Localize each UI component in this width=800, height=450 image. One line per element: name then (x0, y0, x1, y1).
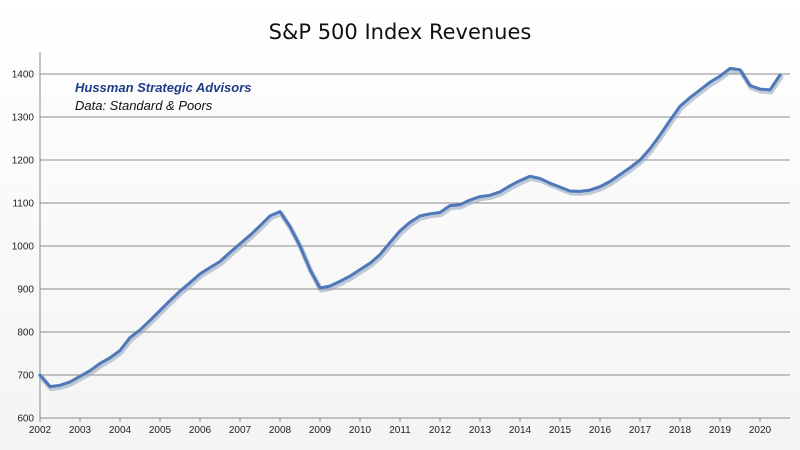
x-tick-label: 2020 (749, 425, 772, 436)
x-tick-label: 2002 (29, 425, 52, 436)
x-tick-label: 2011 (389, 425, 411, 436)
y-tick-label: 700 (17, 371, 34, 382)
series-group (38, 66, 784, 392)
x-tick-label: 2004 (109, 425, 132, 436)
y-tick-label: 600 (17, 414, 34, 425)
x-tick-label: 2014 (509, 425, 532, 436)
gridlines (40, 73, 790, 376)
x-tick-label: 2007 (229, 425, 252, 436)
y-tick-label: 1400 (12, 70, 35, 81)
x-tick-label: 2012 (429, 425, 452, 436)
x-tick-label: 2013 (469, 425, 492, 436)
y-tick-label: 1200 (12, 156, 35, 167)
chart-title: S&P 500 Index Revenues (269, 20, 532, 44)
x-tick-label: 2008 (269, 425, 292, 436)
annotation-source: Hussman Strategic Advisors (75, 80, 252, 95)
x-tick-label: 2018 (669, 425, 692, 436)
series-line-shadow (38, 67, 784, 392)
x-tick-label: 2017 (629, 425, 652, 436)
x-tick-label: 2019 (709, 425, 732, 436)
x-tick-label: 2009 (309, 425, 332, 436)
axes (39, 52, 790, 422)
y-tick-labels: 600 700 800 900 1000 1100 1200 1300 1400 (12, 70, 35, 425)
y-tick-label: 1000 (12, 242, 35, 253)
x-tick-label: 2015 (549, 425, 572, 436)
x-tick-label: 2005 (149, 425, 172, 436)
y-tick-label: 1100 (12, 199, 34, 210)
x-tick-label: 2006 (189, 425, 212, 436)
x-tick-label: 2003 (69, 425, 92, 436)
x-tick-labels: 2002 2003 2004 2005 2006 2007 2008 2009 2010 2011… (29, 425, 772, 436)
x-tick-label: 2010 (349, 425, 372, 436)
y-tick-label: 1300 (12, 113, 35, 124)
annotation-data: Data: Standard & Poors (75, 98, 213, 113)
y-tick-label: 900 (17, 285, 34, 296)
y-tick-label: 800 (17, 328, 34, 339)
series-line (38, 66, 782, 389)
x-tick-label: 2016 (589, 425, 612, 436)
